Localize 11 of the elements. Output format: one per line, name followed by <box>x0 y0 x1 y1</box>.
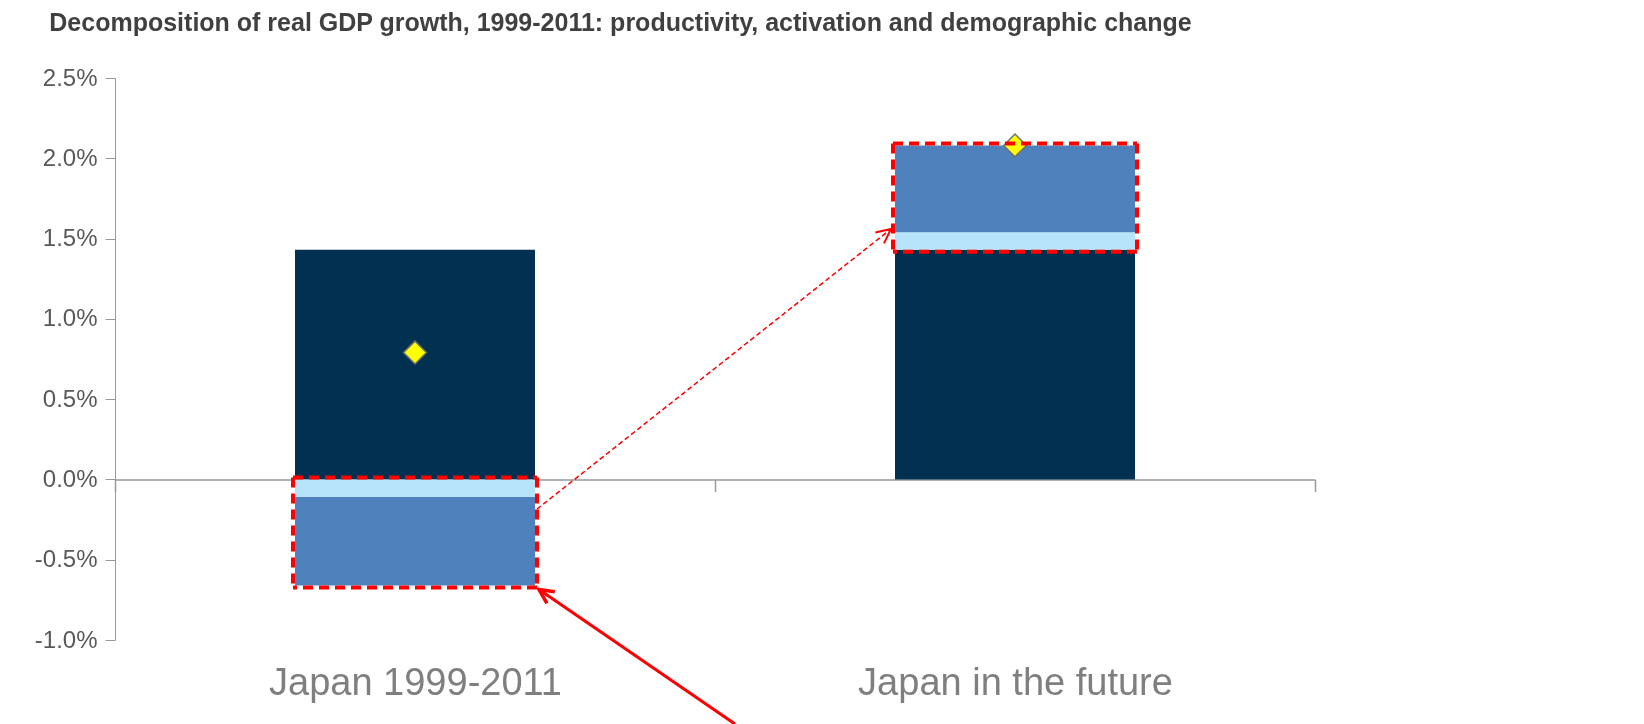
y-tick-label: 1.0% <box>42 304 98 332</box>
y-tick-label: -1.0% <box>34 625 98 653</box>
y-tick-label: 2.5% <box>42 63 98 91</box>
x-tick-label: Japan in the future <box>858 660 1173 703</box>
y-tick-label: -0.5% <box>34 545 98 573</box>
y-tick-label: 0.0% <box>42 464 98 492</box>
y-tick-label: 1.5% <box>42 224 98 252</box>
y-tick-label: 0.5% <box>42 384 98 412</box>
chart-title: Decomposition of real GDP growth, 1999-2011: productivity, activation and demographic change <box>49 8 1192 36</box>
y-tick-label: 2.0% <box>42 143 98 171</box>
x-tick-label: Japan 1999-2011 <box>269 660 562 703</box>
